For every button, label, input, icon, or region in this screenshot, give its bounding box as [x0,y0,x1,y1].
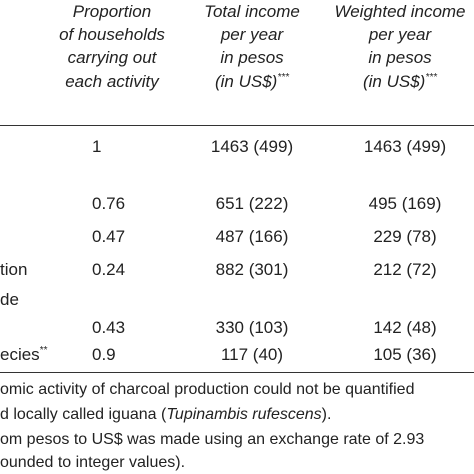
total-income-cell: 330 (103) [215,318,289,337]
header-text: (in US$) [362,72,426,91]
header-line: per year [220,25,284,44]
header-line: (in US$)*** [363,72,437,92]
weighted-income-cell: 212 (72) [373,260,437,279]
row-label: tion [0,260,27,280]
footnote-text: ). [321,406,332,423]
footnote-mark: *** [277,72,290,83]
header-line: each activity [65,72,159,91]
header-line: (in US$)*** [215,72,289,92]
weighted-income-cell: 229 (78) [373,227,437,246]
header-line: Weighted income [334,2,466,21]
proportion-cell: 0.9 [92,345,116,364]
header-text: (in US$) [214,72,278,91]
footnote-mark: ** [39,345,48,356]
row-label-text: tion [0,260,28,279]
proportion-cell: 0.76 [92,194,126,213]
footnote: omic activity of charcoal production cou… [0,381,415,398]
weighted-income-cell: 105 (36) [373,345,437,364]
header-line: in pesos [220,48,284,67]
header-line: Total income [204,2,300,21]
total-income-cell: 651 (222) [215,194,289,213]
proportion-cell: 0.43 [92,318,126,337]
proportion-cell: 0.47 [92,227,126,246]
proportion-cell: 1 [92,137,102,156]
header-line: carrying out [67,48,157,67]
weighted-income-cell: 495 (169) [368,194,442,213]
header-line: Proportion [72,2,152,21]
rule [0,372,474,373]
total-income-cell: 487 (166) [215,227,289,246]
header-line: of households [59,25,165,44]
weighted-income-cell: 142 (48) [373,318,437,337]
proportion-cell: 0.24 [92,260,126,279]
rule [0,125,474,126]
row-label: ecies** [0,345,47,365]
footnote: d locally called iguana (Tupinambis rufe… [0,405,331,425]
row-label-text: de [0,290,19,309]
weighted-income-cell: 1463 (499) [363,137,447,156]
footnote-text: d locally called iguana ( [0,406,167,423]
total-income-cell: 117 (40) [220,345,284,364]
footnote-mark: *** [425,72,438,83]
header-line: in pesos [368,48,432,67]
row-label-text: ecies [0,345,40,364]
footnote: om pesos to US$ was made using an exchan… [0,431,425,448]
total-income-cell: 1463 (499) [210,137,294,156]
footnote-text: Tupinambis rufescens [166,406,322,423]
footnote: ounded to integer values). [0,454,186,471]
total-income-cell: 882 (301) [215,260,289,279]
header-line: per year [368,25,432,44]
row-label: de [0,290,19,310]
